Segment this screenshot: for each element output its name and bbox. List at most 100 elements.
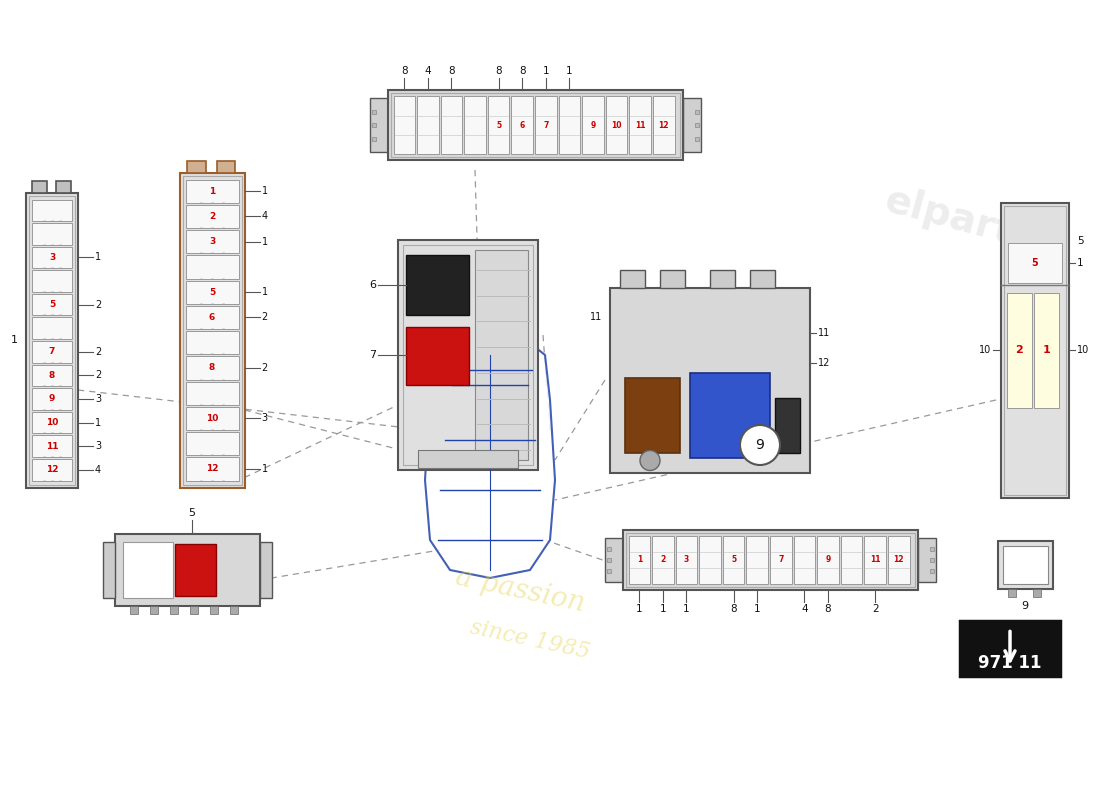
Bar [32, 412, 72, 434]
Text: 3: 3 [262, 414, 267, 423]
Bar [179, 173, 244, 487]
Bar [840, 536, 862, 584]
Text: 11: 11 [635, 121, 646, 130]
Bar [1006, 293, 1032, 407]
Text: 5: 5 [496, 121, 502, 130]
Bar [372, 123, 375, 127]
Bar [628, 536, 650, 584]
Bar [26, 193, 78, 487]
Bar [694, 123, 698, 127]
Text: 1: 1 [262, 464, 267, 474]
Bar [930, 547, 934, 551]
Text: 7: 7 [778, 555, 783, 565]
Text: 3: 3 [95, 394, 101, 404]
Bar [32, 223, 72, 245]
Bar [130, 606, 138, 614]
Bar [186, 255, 239, 278]
Bar [475, 250, 528, 460]
Bar [793, 536, 815, 584]
Bar [187, 161, 206, 173]
Text: 1: 1 [1043, 345, 1050, 355]
Bar [694, 110, 698, 114]
Bar [186, 230, 239, 254]
Bar [441, 96, 462, 154]
Bar [186, 306, 239, 329]
Bar [32, 181, 47, 193]
Text: 2: 2 [95, 370, 101, 380]
Text: 12: 12 [206, 464, 218, 474]
Bar [865, 536, 886, 584]
Text: 7: 7 [48, 347, 55, 356]
Text: 12: 12 [893, 555, 904, 565]
Bar [1001, 202, 1069, 498]
Text: 1: 1 [683, 604, 690, 614]
Bar [186, 356, 239, 379]
Bar [186, 331, 239, 354]
Bar [682, 98, 701, 152]
Text: 2: 2 [95, 346, 101, 357]
Text: 5: 5 [1032, 258, 1038, 267]
Bar [32, 246, 72, 268]
Text: 3: 3 [684, 555, 689, 565]
Text: 6: 6 [209, 313, 216, 322]
Bar [186, 432, 239, 455]
Bar [606, 569, 610, 573]
Bar [32, 341, 72, 362]
Bar [150, 606, 157, 614]
Bar [652, 536, 673, 584]
Bar [770, 536, 792, 584]
Text: since 1985: since 1985 [468, 617, 592, 663]
Bar [398, 240, 538, 470]
Bar [605, 538, 623, 582]
Bar [394, 96, 415, 154]
Circle shape [640, 450, 660, 470]
Bar [487, 96, 509, 154]
Text: 11: 11 [590, 313, 602, 322]
Bar [1004, 206, 1066, 494]
Bar [960, 621, 1060, 675]
Text: 3: 3 [95, 441, 101, 451]
Bar [418, 450, 518, 468]
Bar [694, 137, 698, 141]
Text: 8: 8 [495, 66, 502, 76]
Bar [186, 458, 239, 481]
Bar [260, 542, 272, 598]
Bar [660, 270, 685, 287]
Text: 4: 4 [262, 211, 267, 222]
Text: 10: 10 [46, 418, 58, 427]
Text: 9: 9 [756, 438, 764, 452]
Text: 3: 3 [209, 237, 216, 246]
Text: 12: 12 [659, 121, 669, 130]
Bar [56, 181, 70, 193]
Text: 2: 2 [262, 312, 267, 322]
Text: 10: 10 [206, 414, 218, 423]
Text: 5: 5 [209, 288, 216, 297]
Text: 2: 2 [660, 555, 666, 565]
Text: 11: 11 [870, 555, 880, 565]
Bar [512, 96, 534, 154]
Text: 1: 1 [95, 253, 101, 262]
Text: 8: 8 [402, 66, 408, 76]
Text: 10: 10 [1077, 345, 1089, 355]
Text: 8: 8 [209, 363, 216, 372]
Text: 12: 12 [818, 358, 830, 367]
Bar [186, 281, 239, 304]
Bar [417, 96, 439, 154]
Bar [629, 96, 651, 154]
Bar [747, 536, 768, 584]
Text: 1: 1 [262, 237, 267, 246]
Text: 5: 5 [1077, 235, 1084, 246]
Text: 7: 7 [368, 350, 376, 360]
Text: 8: 8 [825, 604, 832, 614]
Text: 9: 9 [1022, 601, 1028, 611]
Text: 5: 5 [732, 555, 736, 565]
Bar [217, 161, 235, 173]
Text: 12: 12 [46, 466, 58, 474]
Bar [464, 96, 486, 154]
Bar [723, 536, 745, 584]
Bar [406, 255, 469, 315]
Bar [620, 270, 645, 287]
Bar [917, 538, 935, 582]
Text: 7: 7 [543, 121, 549, 130]
Text: 1: 1 [1077, 258, 1084, 267]
